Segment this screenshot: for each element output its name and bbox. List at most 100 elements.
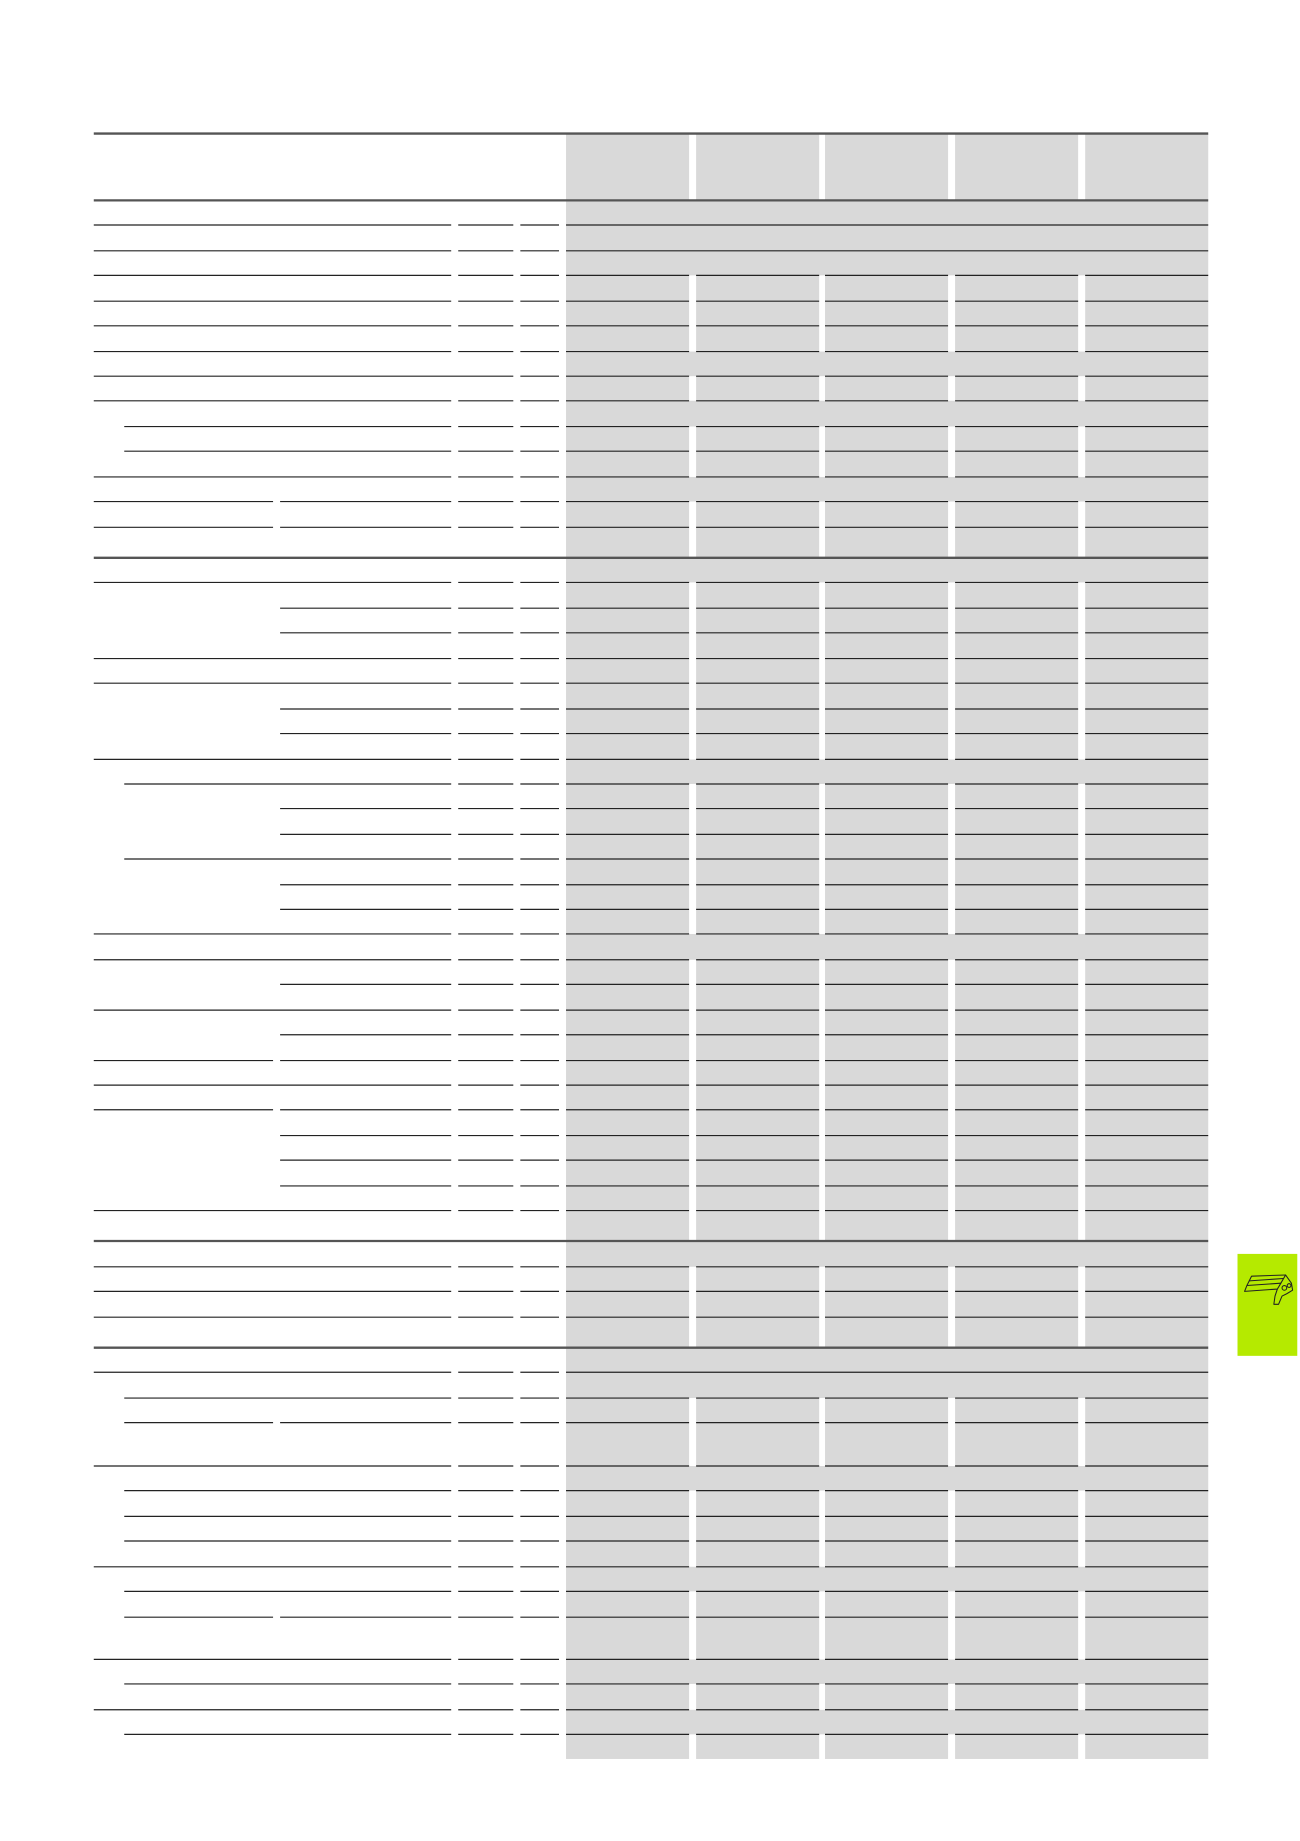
shade-cell [825,608,949,633]
shade-cell [696,708,820,734]
shade-cell [955,658,1079,684]
shade-cell [825,1135,949,1161]
shade-cell [955,1085,1079,1110]
shade-cell [825,1398,949,1423]
shade-cell [825,1109,949,1136]
shade-cell [825,275,949,302]
header-shade-cell [696,133,820,201]
shade-cell [955,275,1079,302]
shade-cell [955,783,1079,809]
shade-cell [696,325,820,352]
shade-cell [696,858,820,885]
shade-cell [1085,426,1209,452]
shade-cell [566,376,690,401]
shade-cell [825,1591,949,1618]
shade-cell [566,858,690,885]
shade-cell [825,1541,949,1567]
shade-cell [955,1185,1079,1211]
shade-cell [696,1734,820,1759]
shade-cell [825,1185,949,1211]
shade-cell [566,658,690,684]
shade-cell [566,632,690,659]
shade-cell [1085,582,1209,609]
shade-cell [696,984,820,1011]
shade-cell [955,808,1079,835]
shade-cell [566,708,690,734]
shade-cell [1085,301,1209,326]
shade-cell [1085,1516,1209,1542]
shade-cell [825,1266,949,1292]
shade-cell [825,658,949,684]
shade-merged-row [566,476,1209,502]
shade-cell [696,1266,820,1292]
shade-cell [696,1085,820,1110]
shade-cell [1085,1266,1209,1292]
shade-cell [1085,683,1209,709]
shade-cell [825,884,949,910]
shade-cell [696,658,820,684]
shade-cell [955,426,1079,452]
shade-cell [825,1617,949,1660]
shade-cell [566,325,690,352]
shade-cell [955,858,1079,885]
shade-cell [1085,658,1209,684]
shade-cell [1085,884,1209,910]
shade-merged-row [566,1241,1209,1267]
shade-cell [1085,1398,1209,1423]
shade-cell [566,1317,690,1348]
shade-cell [566,1010,690,1035]
shade-cell [696,376,820,401]
shade-cell [1085,376,1209,401]
shade-cell [696,683,820,709]
shade-cell [566,275,690,302]
shade-cell [955,708,1079,734]
shade-merged-row [566,933,1209,960]
shade-cell [825,1734,949,1759]
shade-cell [566,1291,690,1318]
shade-cell [1085,1591,1209,1618]
header-shade-cell [1085,133,1209,201]
shade-cell [955,1317,1079,1348]
shade-cell [566,959,690,985]
shade-cell [566,1135,690,1161]
shade-merged-row [566,1566,1209,1592]
shade-cell [1085,1010,1209,1035]
shade-cell [696,275,820,302]
shade-cell [825,527,949,558]
shade-cell [955,1591,1079,1618]
shade-cell [1085,1317,1209,1348]
shade-cell [566,984,690,1011]
shade-cell [955,1034,1079,1061]
shade-cell [696,1291,820,1318]
shade-cell [825,858,949,885]
shade-cell [825,501,949,528]
side-tab[interactable] [1237,1253,1298,1356]
shade-cell [1085,1490,1209,1517]
shade-cell [696,834,820,859]
shade-cell [696,1034,820,1061]
shade-cell [825,1210,949,1242]
shade-cell [955,1516,1079,1542]
shade-cell [825,1490,949,1517]
shade-cell [696,909,820,934]
shade-cell [566,1516,690,1542]
shade-cell [1085,451,1209,477]
shade-cell [955,501,1079,528]
shade-cell [955,301,1079,326]
shade-cell [1085,834,1209,859]
shade-cell [955,1160,1079,1186]
shade-cell [696,1398,820,1423]
shade-cell [566,1591,690,1618]
shade-cell [1085,1734,1209,1759]
shade-cell [696,808,820,835]
shade-cell [955,632,1079,659]
shade-cell [955,1734,1079,1759]
shade-cell [825,1034,949,1061]
shade-cell [825,301,949,326]
shade-cell [696,1541,820,1567]
shade-cell [955,909,1079,934]
shade-cell [955,608,1079,633]
shade-cell [825,451,949,477]
shade-cell [1085,708,1209,734]
